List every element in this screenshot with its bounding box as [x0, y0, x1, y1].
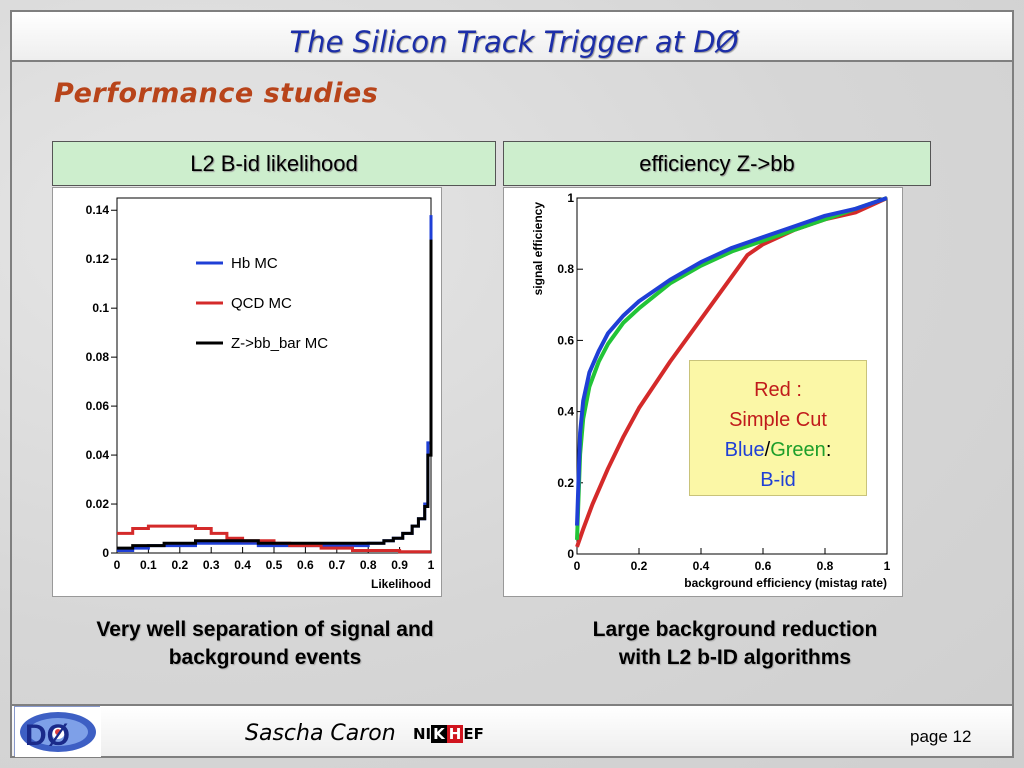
d0-logo: DØ — [14, 706, 101, 757]
likelihood-legend: Hb MC QCD MC Z->bb_bar MC — [196, 255, 328, 352]
y-tick-label: 0.02 — [86, 497, 110, 511]
nikhef-part-3: H — [446, 725, 464, 743]
title-bar: The Silicon Track Trigger at DØ — [10, 10, 1014, 62]
likelihood-series-line — [117, 239, 433, 550]
x-axis-label: Likelihood — [371, 577, 431, 591]
d0-logo-graphic: DØ — [15, 707, 101, 757]
right-caption: Large background reduction with L2 b-ID … — [510, 616, 960, 672]
efficiency-chart: 0 0.2 0.4 0.6 0.8 1 0 0.2 0.4 0.6 0.8 1 background e… — [531, 191, 891, 590]
right-panel-header: efficiency Z->bb — [503, 141, 931, 186]
y-tick-label: 0.12 — [86, 252, 110, 266]
x-tick-label: 0.1 — [140, 558, 157, 572]
nikhef-logo: NI K H EF — [413, 722, 484, 746]
left-panel-header: L2 B-id likelihood — [52, 141, 496, 186]
right-caption-line1: Large background reduction — [592, 618, 878, 641]
x-tick-label: 0.8 — [817, 559, 834, 573]
efficiency-frame — [576, 197, 888, 555]
y-tick-label: 0.2 — [557, 476, 574, 490]
likelihood-chart: 0 0.02 0.04 0.06 0.08 0.1 0.12 0.14 0 0.1 0.2 0.3 0.… — [86, 197, 435, 591]
x-tick-label: 0.5 — [266, 558, 283, 572]
x-tick-label: 1 — [428, 558, 435, 572]
y-tick-label: 0.08 — [86, 350, 110, 364]
y-tick-label: 0.14 — [86, 203, 110, 217]
y-tick-label: 0.06 — [86, 399, 110, 413]
x-tick-label: 0.8 — [360, 558, 377, 572]
y-axis-label: signal efficiency — [531, 202, 545, 296]
likelihood-plot: 0 0.02 0.04 0.06 0.08 0.1 0.12 0.14 0 0.1 0.2 0.3 0.… — [52, 187, 442, 597]
efficiency-axes: 0 0.2 0.4 0.6 0.8 1 0 0.2 0.4 0.6 0.8 1 background e… — [531, 191, 891, 590]
y-tick-label: 0.1 — [92, 301, 109, 315]
x-tick-label: 0.4 — [234, 558, 251, 572]
x-tick-label: 0 — [114, 558, 121, 572]
left-caption-line2: background events — [168, 646, 362, 669]
likelihood-series-line — [117, 524, 431, 554]
x-axis-label: background efficiency (mistag rate) — [684, 576, 887, 590]
author-name: Sascha Caron — [245, 721, 396, 746]
legend-colon: : — [825, 439, 832, 461]
x-tick-label: 0.3 — [203, 558, 220, 572]
efficiency-series-line — [575, 196, 888, 526]
x-tick-label: 0.7 — [328, 558, 345, 572]
likelihood-series — [117, 215, 433, 554]
d0-logo-text: DØ — [25, 719, 70, 752]
legend-simple-cut: Simple Cut — [729, 409, 827, 431]
y-tick-label: 0 — [102, 546, 109, 560]
legend-red-label: Red : — [754, 379, 802, 401]
x-tick-label: 0.6 — [297, 558, 314, 572]
left-caption-line1: Very well separation of signal and — [96, 618, 434, 641]
x-tick-label: 0.2 — [171, 558, 188, 572]
x-tick-label: 1 — [884, 559, 891, 573]
legend-bid-colors: Blue/Green: — [690, 435, 866, 465]
likelihood-frame — [116, 197, 432, 554]
y-tick-label: 0.4 — [557, 405, 574, 419]
legend-bid: B-id — [760, 469, 796, 491]
right-caption-line2: with L2 b-ID algorithms — [618, 646, 852, 669]
legend-label: Hb MC — [231, 255, 278, 272]
y-tick-label: 0.8 — [557, 262, 574, 276]
page-number: page 12 — [910, 727, 972, 746]
legend-label: QCD MC — [231, 295, 292, 312]
y-tick-label: 0 — [567, 547, 574, 561]
y-tick-label: 0.04 — [86, 448, 110, 462]
footer-bar — [10, 704, 1014, 758]
likelihood-axes: 0 0.02 0.04 0.06 0.08 0.1 0.12 0.14 0 0.1 0.2 0.3 0.… — [86, 197, 435, 591]
x-tick-label: 0.2 — [631, 559, 648, 573]
x-tick-label: 0.9 — [391, 558, 408, 572]
legend-blue-word: Blue — [724, 439, 765, 461]
y-tick-label: 0.6 — [557, 333, 574, 347]
x-tick-label: 0.4 — [693, 559, 710, 573]
legend-slash: / — [764, 439, 771, 461]
left-caption: Very well separation of signal and backg… — [40, 616, 490, 672]
efficiency-legend-box: Red : Simple Cut Blue/Green: B-id — [689, 360, 867, 496]
legend-green-word: Green — [770, 439, 826, 461]
nikhef-part-2: K — [431, 725, 447, 743]
slide-title: The Silicon Track Trigger at DØ — [289, 25, 739, 59]
x-tick-label: 0 — [574, 559, 581, 573]
nikhef-part-1: NI — [413, 725, 432, 743]
nikhef-part-4: EF — [463, 725, 484, 743]
y-tick-label: 1 — [567, 191, 574, 205]
section-heading: Performance studies — [54, 78, 379, 109]
legend-label: Z->bb_bar MC — [231, 335, 328, 352]
efficiency-series-line — [575, 196, 888, 540]
efficiency-series — [575, 196, 888, 548]
x-tick-label: 0.6 — [755, 559, 772, 573]
